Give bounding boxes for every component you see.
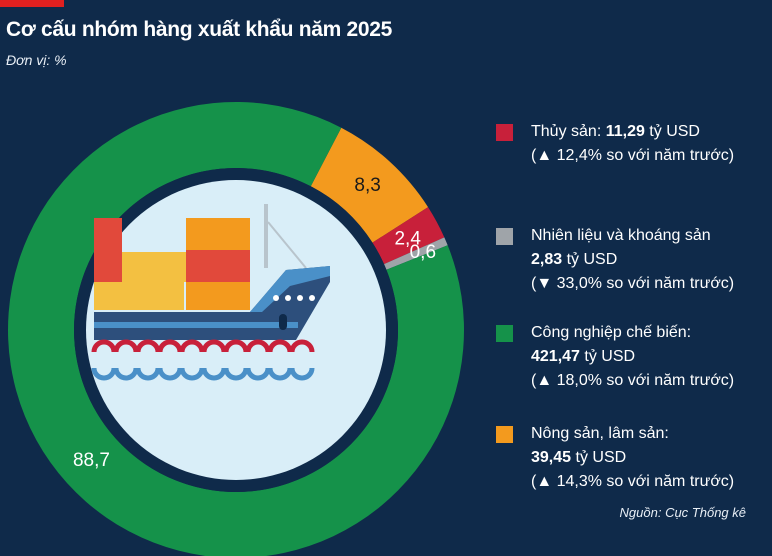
legend-swatch (496, 228, 513, 245)
legend-unit: tỷ USD (579, 348, 636, 365)
legend-value: 11,29 (605, 123, 645, 140)
legend-swatch (496, 124, 513, 141)
legend-swatch (496, 325, 513, 342)
unit-label: Đơn vị: % (6, 52, 67, 68)
legend-label: Thủy sản: (531, 123, 606, 140)
slice-nong-san (310, 127, 429, 243)
legend-change: (▲ 14,3% so với năm trước) (531, 473, 735, 490)
legend-change: (▲ 12,4% so với năm trước) (531, 147, 735, 164)
legend-value: 2,83 (531, 251, 563, 268)
legend-change: (▼ 33,0% so với năm trước) (531, 275, 735, 292)
legend-value: 421,47 (531, 348, 580, 365)
legend-label: Nông sản, lâm sản: (531, 425, 669, 442)
legend-change: (▲ 18,0% so với năm trước) (531, 372, 735, 389)
legend-label: Công nghiệp chế biến: (531, 324, 692, 341)
legend-unit: tỷ USD (571, 449, 627, 466)
label-cong-nghiep: 88,7 (73, 450, 110, 471)
legend-swatch (496, 426, 513, 443)
slice-thuy-san (372, 207, 445, 265)
source-note: Nguồn: Cục Thống kê (619, 505, 746, 520)
slice-nhien-lieu (384, 237, 448, 270)
legend-label: Nhiên liệu và khoáng sản (531, 227, 711, 244)
label-nhien-lieu: 0,6 (410, 242, 436, 263)
legend-unit: tỷ USD (644, 123, 700, 140)
label-thuy-san: 2,4 (394, 229, 421, 250)
chart-title: Cơ cấu nhóm hàng xuất khẩu năm 2025 (6, 18, 393, 41)
label-nong-san: 8,3 (354, 175, 380, 196)
legend-value: 39,45 (531, 449, 572, 466)
ship-icon (91, 204, 330, 381)
legend-unit: tỷ USD (562, 251, 618, 268)
accent-bar (0, 0, 64, 7)
